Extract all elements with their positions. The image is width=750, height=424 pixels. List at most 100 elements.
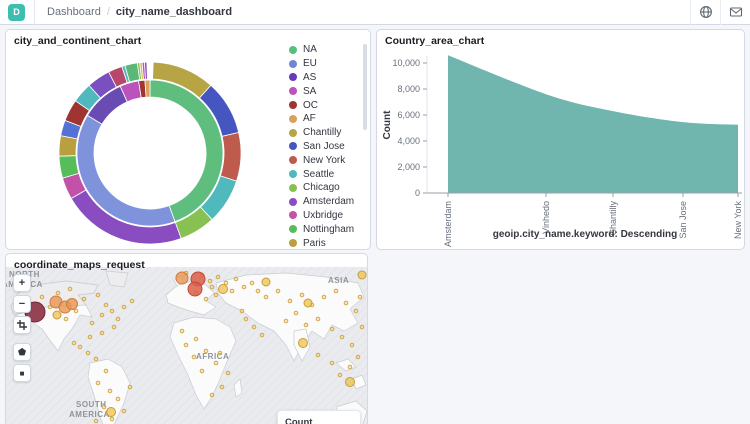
sunburst-segment[interactable]: [144, 79, 151, 98]
map-dot[interactable]: [225, 370, 231, 376]
map-dot[interactable]: [283, 318, 289, 324]
mail-icon[interactable]: [720, 0, 750, 25]
map-dot[interactable]: [357, 294, 363, 300]
legend-item[interactable]: San Jose: [289, 140, 354, 154]
map-dot[interactable]: [213, 360, 219, 366]
map-dot[interactable]: [93, 356, 99, 362]
legend-item[interactable]: Uxbridge: [289, 209, 354, 223]
map-bubble[interactable]: [52, 310, 62, 320]
map-dot[interactable]: [299, 292, 305, 298]
map-bubble[interactable]: [218, 284, 228, 294]
map-dot[interactable]: [73, 308, 79, 314]
map-dot[interactable]: [47, 304, 53, 310]
map-dot[interactable]: [347, 364, 353, 370]
zoom-out-button[interactable]: −: [13, 295, 31, 313]
map-dot[interactable]: [87, 334, 93, 340]
map-bubble[interactable]: [66, 298, 78, 310]
world-map[interactable]: NORTHAMERICASOUTHAMERICAAFRICAASIA: [6, 267, 367, 424]
sunburst-segment[interactable]: [144, 61, 148, 80]
map-dot[interactable]: [263, 294, 269, 300]
map-dot[interactable]: [333, 288, 339, 294]
panel-title[interactable]: coordinate_maps_request: [14, 259, 145, 271]
map-dot[interactable]: [287, 298, 293, 304]
map-dot[interactable]: [259, 332, 265, 338]
map-dot[interactable]: [127, 384, 133, 390]
map-dot[interactable]: [95, 380, 101, 386]
legend-item[interactable]: New York: [289, 153, 354, 167]
legend-item[interactable]: EU: [289, 57, 354, 71]
map-dot[interactable]: [203, 296, 209, 302]
map-dot[interactable]: [93, 418, 99, 424]
map-dot[interactable]: [303, 322, 309, 328]
crop-button[interactable]: [13, 316, 31, 334]
map-dot[interactable]: [209, 284, 215, 290]
map-bubble[interactable]: [298, 338, 308, 348]
map-dot[interactable]: [89, 320, 95, 326]
legend-item[interactable]: Nottingham: [289, 222, 354, 236]
map-dot[interactable]: [293, 310, 299, 316]
map-dot[interactable]: [359, 324, 365, 330]
legend-item[interactable]: OC: [289, 98, 354, 112]
map-dot[interactable]: [193, 336, 199, 342]
map-dot[interactable]: [315, 316, 321, 322]
legend-item[interactable]: NA: [289, 43, 354, 57]
map-dot[interactable]: [337, 372, 343, 378]
zoom-in-button[interactable]: +: [13, 274, 31, 292]
map-dot[interactable]: [207, 278, 213, 284]
legend-item[interactable]: Chantilly: [289, 126, 354, 140]
map-bubble[interactable]: [187, 281, 203, 297]
map-dot[interactable]: [223, 280, 229, 286]
map-dot[interactable]: [101, 404, 107, 410]
legend-item[interactable]: Chicago: [289, 181, 354, 195]
map-dot[interactable]: [95, 292, 101, 298]
map-dot[interactable]: [39, 294, 45, 300]
map-dot[interactable]: [219, 384, 225, 390]
map-dot[interactable]: [353, 308, 359, 314]
map-dot[interactable]: [103, 368, 109, 374]
map-dot[interactable]: [275, 288, 281, 294]
map-bubble[interactable]: [345, 377, 355, 387]
map-bubble[interactable]: [261, 277, 271, 287]
map-dot[interactable]: [241, 284, 247, 290]
breadcrumb-dashboard-link[interactable]: Dashboard: [47, 6, 101, 18]
map-dot[interactable]: [99, 312, 105, 318]
map-dot[interactable]: [121, 408, 127, 414]
map-dot[interactable]: [85, 350, 91, 356]
map-dot[interactable]: [109, 308, 115, 314]
legend-item[interactable]: Amsterdam: [289, 195, 354, 209]
map-dot[interactable]: [233, 276, 239, 282]
map-dot[interactable]: [191, 354, 197, 360]
map-dot[interactable]: [209, 392, 215, 398]
panel-title[interactable]: city_and_continent_chart: [14, 35, 142, 47]
map-dot[interactable]: [77, 344, 83, 350]
legend-item[interactable]: AF: [289, 112, 354, 126]
map-dot[interactable]: [115, 316, 121, 322]
legend-item[interactable]: AS: [289, 71, 354, 85]
map-dot[interactable]: [251, 324, 257, 330]
map-dot[interactable]: [249, 280, 255, 286]
map-dot[interactable]: [229, 288, 235, 294]
map-dot[interactable]: [243, 316, 249, 322]
map-dot[interactable]: [111, 324, 117, 330]
map-dot[interactable]: [199, 368, 205, 374]
legend-scrollbar[interactable]: [363, 44, 367, 130]
map-bubble[interactable]: [106, 407, 116, 417]
map-dot[interactable]: [55, 290, 61, 296]
map-dot[interactable]: [239, 308, 245, 314]
sunburst-segment[interactable]: [219, 132, 242, 182]
map-dot[interactable]: [99, 330, 105, 336]
map-dot[interactable]: [321, 294, 327, 300]
legend-item[interactable]: Seattle: [289, 167, 354, 181]
globe-icon[interactable]: [690, 0, 720, 25]
map-dot[interactable]: [67, 286, 73, 292]
map-bubble[interactable]: [303, 298, 313, 308]
map-dot[interactable]: [213, 292, 219, 298]
map-dot[interactable]: [329, 360, 335, 366]
map-dot[interactable]: [183, 342, 189, 348]
map-bubble[interactable]: [175, 271, 189, 285]
map-dot[interactable]: [121, 304, 127, 310]
legend-item[interactable]: Paris: [289, 236, 354, 249]
map-dot[interactable]: [355, 354, 361, 360]
panel-title[interactable]: Country_area_chart: [385, 35, 485, 47]
map-dot[interactable]: [215, 274, 221, 280]
